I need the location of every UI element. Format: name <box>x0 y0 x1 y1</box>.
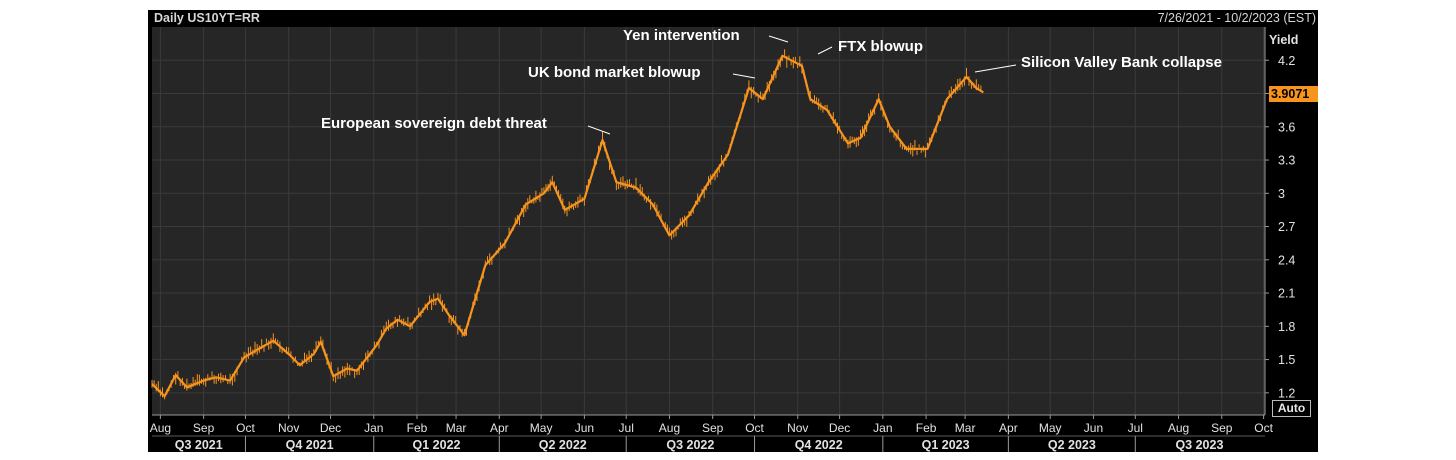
month-tick-label: Apr <box>999 421 1018 435</box>
month-tick-label: Jan <box>873 421 892 435</box>
month-tick-label: Mar <box>446 421 467 435</box>
month-tick-label: Nov <box>787 421 808 435</box>
annotation-label: UK bond market blowup <box>528 64 701 81</box>
annotation-label: Silicon Valley Bank collapse <box>1021 54 1222 71</box>
month-tick-label: Feb <box>407 421 428 435</box>
yield-chart: Yield 1.2 1.5 1.8 2.1 2.4 2.7 3 3.3 3.6 4.2 Aug Sep O… <box>150 27 1298 452</box>
annotation-leader <box>768 35 789 43</box>
month-tick-label: Dec <box>320 421 341 435</box>
month-tick-label: Sep <box>1211 421 1233 435</box>
last-value-badge: 3.9071 <box>1269 86 1318 102</box>
chart-frame: Yield 1.2 1.5 1.8 2.1 2.4 2.7 3 3.3 3.6 4.2 Aug Sep O… <box>148 10 1318 452</box>
y-tick-label: 4.2 <box>1278 54 1295 68</box>
month-tick-label: Jun <box>1084 421 1103 435</box>
annotation-leader <box>974 64 1017 73</box>
y-tick-label: 1.5 <box>1278 353 1295 367</box>
month-tick-label: Mar <box>955 421 976 435</box>
y-axis-title: Yield <box>1269 33 1298 47</box>
month-tick-label: May <box>1039 421 1062 435</box>
month-tick-label: Sep <box>702 421 724 435</box>
month-tick-label: Aug <box>150 421 171 435</box>
month-tick-label: Oct <box>745 421 764 435</box>
annotation-leader <box>587 125 611 135</box>
month-tick-label: Jul <box>619 421 634 435</box>
month-tick-label: Jul <box>1128 421 1143 435</box>
chart-title: Daily US10YT=RR <box>154 11 260 25</box>
month-tick-label: Aug <box>659 421 680 435</box>
quarter-tick-label: Q2 2022 <box>539 438 587 452</box>
quarter-tick-label: Q4 2021 <box>286 438 334 452</box>
quarter-tick-label: Q4 2022 <box>795 438 843 452</box>
month-tick-label: Feb <box>916 421 937 435</box>
annotation-label: FTX blowup <box>838 38 923 55</box>
quarter-tick-label: Q3 2022 <box>666 438 714 452</box>
quarter-tick-label: Q1 2023 <box>922 438 970 452</box>
month-tick-label: Apr <box>490 421 509 435</box>
month-tick-label: Dec <box>829 421 850 435</box>
annotation-leader <box>817 46 833 55</box>
y-tick-label: 1.8 <box>1278 320 1295 334</box>
annotation-label: Yen intervention <box>623 27 740 44</box>
month-tick-label: May <box>530 421 553 435</box>
date-range: 7/26/2021 - 10/2/2023 (EST) <box>1157 11 1316 25</box>
y-tick-label: 2.4 <box>1278 253 1295 267</box>
y-tick-label: 3 <box>1278 187 1285 201</box>
month-tick-label: Nov <box>278 421 299 435</box>
daily-range-bars <box>151 49 982 400</box>
plot-area <box>152 27 1265 415</box>
y-tick-label: 3.3 <box>1278 154 1295 168</box>
month-tick-label: Aug <box>1168 421 1189 435</box>
quarter-tick-label: Q2 2023 <box>1048 438 1096 452</box>
y-tick-label: 2.7 <box>1278 220 1295 234</box>
month-tick-label: Oct <box>1254 421 1273 435</box>
y-tick-label: 2.1 <box>1278 287 1295 301</box>
quarter-tick-label: Q3 2021 <box>175 438 223 452</box>
month-tick-label: Oct <box>236 421 255 435</box>
month-tick-label: Sep <box>193 421 215 435</box>
month-tick-label: Jan <box>364 421 383 435</box>
y-tick-label: 3.6 <box>1278 120 1295 134</box>
quarter-tick-label: Q1 2022 <box>413 438 461 452</box>
annotation-leader <box>732 73 756 79</box>
quarter-tick-label: Q3 2023 <box>1175 438 1223 452</box>
auto-scale-button[interactable]: Auto <box>1272 400 1311 417</box>
y-tick-label: 1.2 <box>1278 386 1295 400</box>
annotation-label: European sovereign debt threat <box>321 115 547 132</box>
yield-series-line <box>151 54 984 398</box>
month-tick-label: Jun <box>575 421 594 435</box>
